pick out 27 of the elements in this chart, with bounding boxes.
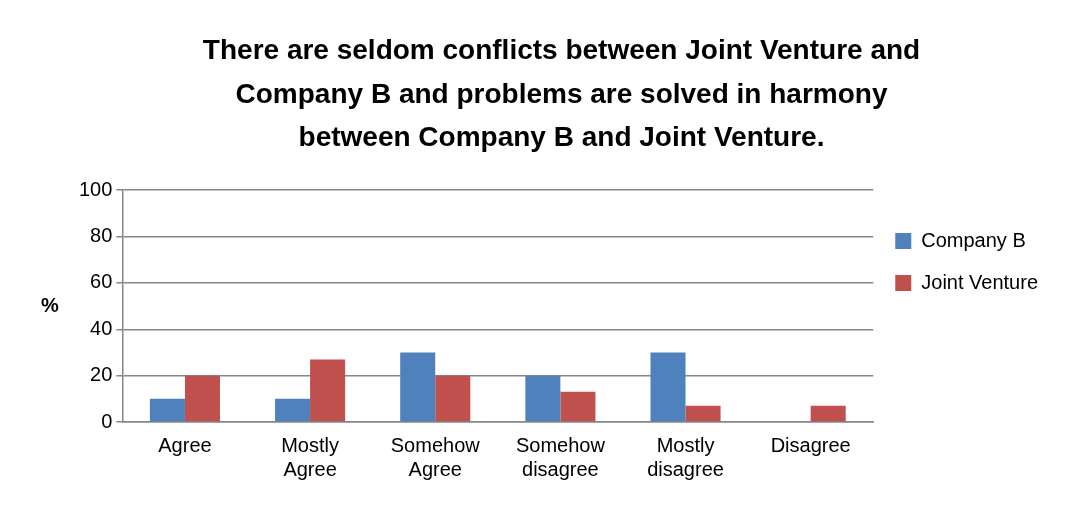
x-tick-label: Mostly Agree (281, 433, 339, 480)
y-axis-title: % (41, 293, 60, 316)
legend-label: Company B (921, 228, 1026, 251)
x-tick-label: Disagree (770, 433, 851, 456)
bar (685, 405, 721, 422)
y-tick-label: 60 (90, 270, 113, 293)
bar (184, 375, 220, 422)
bar (650, 352, 686, 422)
y-tick-label: 40 (90, 316, 113, 339)
x-tick-label: Somehow disagree (515, 433, 606, 480)
bar (560, 391, 596, 422)
x-tick-label: Somehow Agree (390, 433, 481, 480)
bar (400, 352, 436, 422)
bar (810, 405, 846, 422)
y-tick-label: 0 (101, 409, 113, 432)
bar (275, 398, 311, 422)
bar (435, 375, 471, 422)
legend-label: Joint Venture (921, 270, 1038, 293)
y-tick-label: 100 (78, 177, 113, 200)
x-tick-label: Agree (158, 433, 212, 456)
y-tick-label: 80 (90, 224, 113, 247)
bar (525, 375, 561, 422)
bar (149, 398, 185, 422)
chart-title: There are seldom conflicts between Joint Venture and Company B and problems are solved in harmony between Company B and Joint Venture. (202, 34, 921, 153)
x-tick-label: Mostly disagree (647, 433, 724, 480)
y-tick-label: 20 (90, 363, 113, 386)
bar (310, 359, 346, 422)
